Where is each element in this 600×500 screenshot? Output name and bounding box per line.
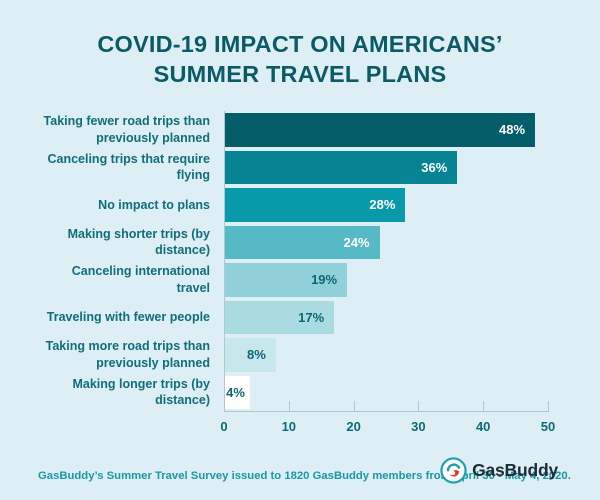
x-axis-labels: 0 10 20 30 40 50 [220,419,555,435]
bar-track: 28% [224,188,548,222]
bar-row: Making longer trips (by distance) 4% [38,374,548,412]
bar-row: Canceling international travel 19% [38,261,548,299]
bar: 36% [224,150,458,184]
bar-row: Traveling with fewer people 17% [38,299,548,337]
axis-tick [483,401,485,411]
category-label: Taking more road trips than previously p… [45,339,210,370]
bar-value-label: 17% [298,309,325,325]
category-label: Taking fewer road trips than previously … [43,114,210,145]
bar: 8% [224,338,276,372]
bar-value-label: 28% [369,197,396,213]
source-note: GasBuddy’s Summer Travel Survey issued t… [38,470,571,482]
axis-tick-label: 10 [281,419,297,434]
chart-title: COVID-19 IMPACT ON AMERICANS’ SUMMER TRA… [0,29,600,89]
bar-row: Making shorter trips (by distance) 24% [38,224,548,262]
category-label: Canceling international travel [71,264,210,295]
gasbuddy-logo-icon [440,457,467,484]
bar: 17% [224,300,335,334]
gasbuddy-logo: GasBuddy [440,457,558,484]
bar-track: 17% [224,300,548,334]
category-label: Making shorter trips (by distance) [67,226,210,258]
bar-row: Canceling trips that require flying 36% [38,149,548,187]
axis-tick [418,401,420,411]
category-label: Canceling trips that require flying [47,151,210,183]
bar: 4% [224,375,250,409]
category-label: Making longer trips (by distance) [72,376,210,408]
bar-track: 8% [224,338,548,372]
bar-value-label: 8% [247,347,266,363]
bar-value-label: 24% [343,234,370,250]
bar: 24% [224,225,380,259]
bar-value-label: 4% [226,384,245,400]
axis-tick [548,401,549,411]
bar-row: Taking fewer road trips than previously … [38,111,548,149]
chart-title-line2: SUMMER TRAVEL PLANS [153,61,447,87]
axis-tick-label: 40 [475,419,491,434]
y-axis-line [224,111,225,411]
bar-row: No impact to plans 28% [38,186,548,224]
gasbuddy-logo-text: GasBuddy [472,460,558,480]
axis-tick-label: 0 [220,419,228,434]
plot-rows: Taking fewer road trips than previously … [38,111,548,411]
bar-track: 4% [224,375,548,409]
bar-track: 36% [224,150,548,184]
category-label: Traveling with fewer people [46,310,210,324]
chart-title-line1: COVID-19 IMPACT ON AMERICANS’ [97,31,503,57]
bar: 48% [224,113,536,147]
bar: 28% [224,188,406,222]
axis-tick-label: 30 [411,419,426,434]
axis-tick-label: 20 [346,419,361,434]
category-label: No impact to plans [98,197,210,212]
bar: 19% [224,263,348,297]
bar-value-label: 36% [421,159,448,175]
x-axis-line [224,411,549,412]
axis-tick [353,401,355,411]
axis-tick [288,401,290,411]
bar-chart: Taking fewer road trips than previously … [38,111,555,451]
x-axis-ticks [224,111,549,411]
bar-track: 24% [224,225,548,259]
bar-track: 48% [224,113,548,147]
bar-row: Taking more road trips than previously p… [38,336,548,374]
bar-value-label: 48% [499,122,526,138]
axis-tick-label: 50 [540,419,556,434]
bar-value-label: 19% [311,272,338,288]
bar-track: 19% [224,263,548,297]
